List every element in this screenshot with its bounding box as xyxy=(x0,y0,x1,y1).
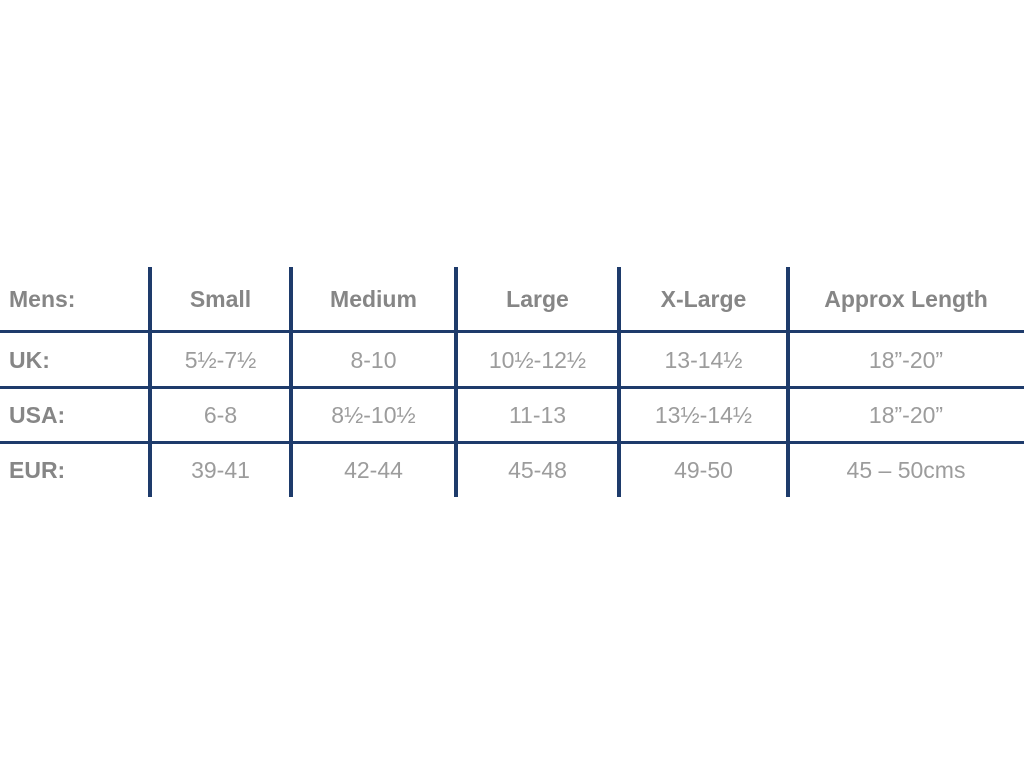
table-cell-eur-medium: 42-44 xyxy=(344,456,403,483)
table-cell-uk-medium: 8-10 xyxy=(350,346,397,373)
row-label-eur: EUR: xyxy=(9,456,66,483)
table-cell-uk-large: 10½-12½ xyxy=(488,346,587,373)
table-column-divider xyxy=(454,267,458,497)
table-cell-eur-length: 45 – 50cms xyxy=(846,456,966,483)
row-label-uk: UK: xyxy=(9,346,50,373)
table-row-divider xyxy=(0,441,1024,444)
table-cell-usa-length: 18”-20” xyxy=(868,402,944,428)
header-cell-large: Large xyxy=(506,286,569,312)
table-cell-usa-large: 11-13 xyxy=(508,402,567,428)
header-cell-small: Small xyxy=(189,286,252,312)
table-cell-eur-small: 39-41 xyxy=(191,456,250,483)
table-column-divider xyxy=(148,267,152,497)
size-chart-table: Mens: Small Medium Large X-Large Approx … xyxy=(0,267,1024,497)
table-cell-uk-length: 18”-20” xyxy=(868,346,944,373)
table-row-divider xyxy=(0,386,1024,389)
header-cell-approx-length: Approx Length xyxy=(824,286,988,312)
table-column-divider xyxy=(289,267,293,497)
row-label-usa: USA: xyxy=(9,402,66,428)
table-column-divider xyxy=(617,267,621,497)
table-cell-usa-small: 6-8 xyxy=(203,402,238,428)
header-cell-mens: Mens: xyxy=(9,286,76,312)
table-column-divider xyxy=(786,267,790,497)
header-cell-medium: Medium xyxy=(330,286,417,312)
table-cell-usa-x-large: 13½-14½ xyxy=(654,402,753,428)
table-cell-eur-x-large: 49-50 xyxy=(674,456,733,483)
table-cell-uk-small: 5½-7½ xyxy=(184,346,257,373)
table-cell-eur-large: 45-48 xyxy=(508,456,567,483)
header-cell-x-large: X-Large xyxy=(660,286,747,312)
table-cell-uk-x-large: 13-14½ xyxy=(664,346,743,373)
table-cell-usa-medium: 8½-10½ xyxy=(331,402,416,428)
table-row-divider xyxy=(0,330,1024,333)
